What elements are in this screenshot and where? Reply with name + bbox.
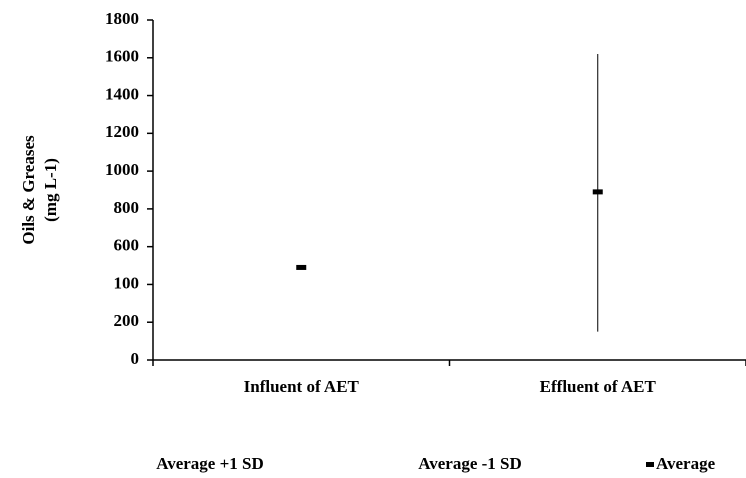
y-tick-label: 1600 bbox=[105, 47, 139, 66]
y-tick-label: 0 bbox=[131, 349, 140, 368]
y-tick-label: 1800 bbox=[105, 9, 139, 28]
average-marker bbox=[296, 264, 307, 270]
y-tick-label: 800 bbox=[114, 198, 140, 217]
legend-label: Average +1 SD bbox=[156, 454, 264, 473]
y-axis-label: Oils & Greases bbox=[19, 135, 38, 245]
y-tick-label: 200 bbox=[114, 311, 140, 330]
y-tick-label: 600 bbox=[114, 236, 140, 255]
x-tick-label: Effluent of AET bbox=[540, 377, 657, 396]
y-axis-label: (mg L-1) bbox=[41, 158, 60, 222]
legend-label: Average bbox=[656, 454, 716, 473]
x-tick-label: Influent of AET bbox=[244, 377, 360, 396]
average-marker bbox=[592, 189, 603, 195]
y-tick-label: 1400 bbox=[105, 84, 139, 103]
y-tick-label: 100 bbox=[114, 273, 140, 292]
legend-label: Average -1 SD bbox=[418, 454, 522, 473]
legend-marker bbox=[646, 462, 654, 467]
y-tick-label: 1000 bbox=[105, 160, 139, 179]
y-tick-label: 1200 bbox=[105, 122, 139, 141]
